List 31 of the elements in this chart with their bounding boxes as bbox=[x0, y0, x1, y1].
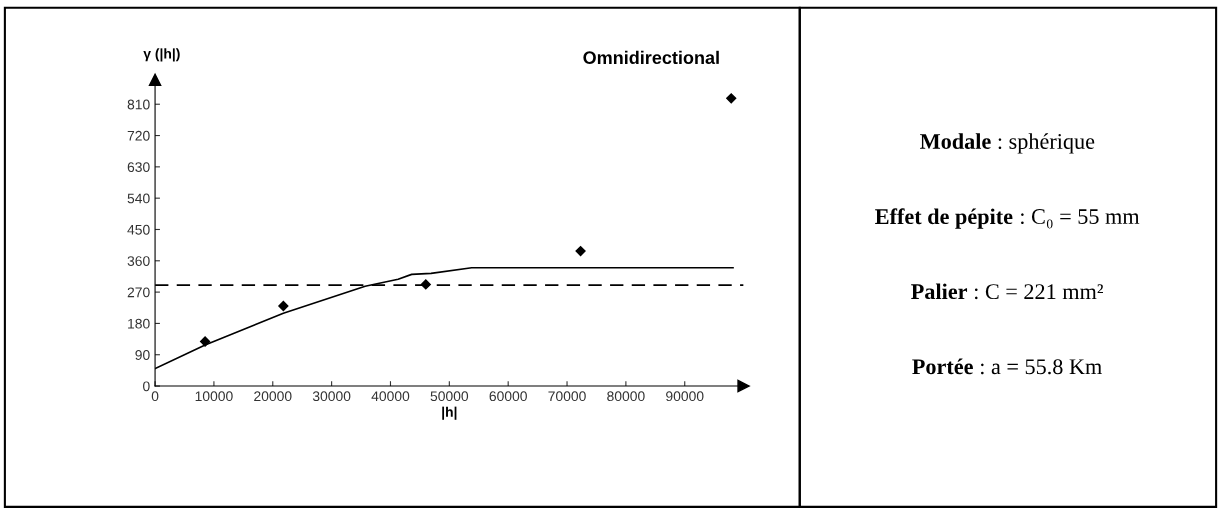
y-tick-label: 270 bbox=[127, 287, 150, 298]
y-tick-label: 810 bbox=[127, 99, 150, 110]
x-tick-label: 80000 bbox=[607, 391, 645, 402]
x-tick-label: 90000 bbox=[666, 391, 704, 402]
x-axis-title: |h| bbox=[442, 406, 457, 420]
x-tick-label: 20000 bbox=[254, 391, 292, 402]
point bbox=[726, 93, 737, 104]
x-tick-label: 40000 bbox=[371, 391, 410, 402]
point bbox=[575, 245, 586, 257]
point bbox=[420, 279, 431, 290]
y-tick-label: 90 bbox=[135, 350, 150, 360]
x-tick-label: 50000 bbox=[430, 391, 469, 402]
point bbox=[278, 300, 289, 312]
x-tick-label: 30000 bbox=[312, 391, 351, 402]
text: Modale : sphérique bbox=[920, 133, 1095, 154]
y-tick-label: 540 bbox=[127, 193, 150, 204]
text: Portée : a = 55.8 Km bbox=[912, 358, 1102, 375]
text: Palier : C = 221 mm² bbox=[911, 283, 1103, 300]
x-tick-label: 10000 bbox=[195, 391, 233, 402]
text: Effet de pépite : C₀ = 55 mm bbox=[875, 208, 1140, 229]
y-tick-label: 720 bbox=[127, 130, 150, 141]
y-tick-label: 180 bbox=[128, 318, 150, 329]
x-tick-label: 60000 bbox=[489, 391, 527, 402]
y-tick-label: 360 bbox=[127, 256, 150, 266]
x-tick-label: 0 bbox=[151, 391, 159, 402]
y-tick-label: 0 bbox=[143, 381, 150, 392]
x-tick-label: 70000 bbox=[548, 391, 586, 402]
y-tick-label: 450 bbox=[127, 224, 150, 235]
chart-title: Omnidirectional bbox=[583, 50, 719, 65]
y-axis-title: γ (|h|) bbox=[143, 48, 180, 62]
y-tick-label: 630 bbox=[127, 162, 150, 173]
